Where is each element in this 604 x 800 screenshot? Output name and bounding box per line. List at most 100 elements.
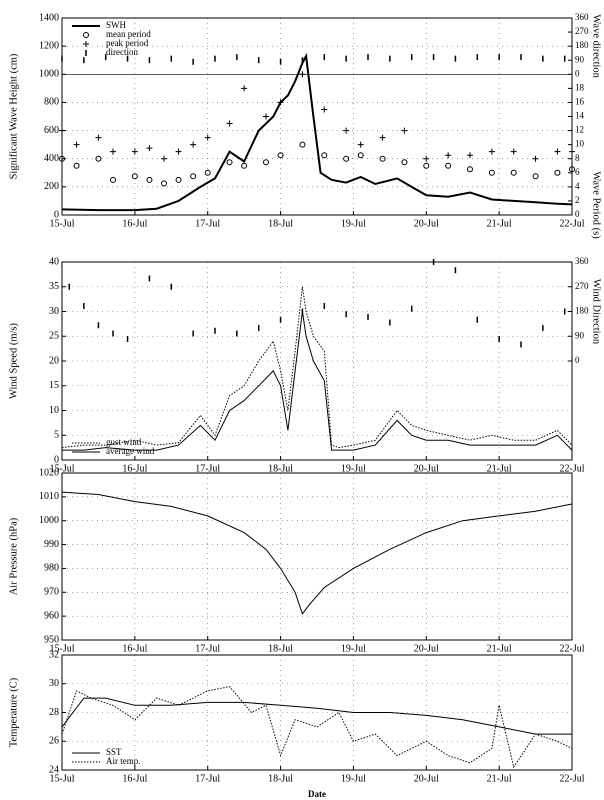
y-tick-label: 30 — [49, 306, 59, 317]
x-tick-label: 22-Jul — [560, 643, 585, 654]
period-point — [146, 176, 153, 183]
data-line — [61, 52, 573, 212]
peak-point — [445, 152, 452, 159]
x-tick-label: 17-Jul — [195, 773, 220, 784]
y-tick-label: 950 — [44, 634, 59, 645]
x-tick-label: 22-Jul — [560, 773, 585, 784]
plot-frame — [61, 472, 573, 641]
period-point — [423, 162, 430, 169]
y2-tick-label: 0 — [575, 209, 580, 219]
period-point — [379, 155, 386, 162]
y-tick-label: 0 — [54, 454, 59, 465]
x-tick-label: 17-Jul — [195, 643, 220, 654]
y-tick-label: 400 — [44, 153, 59, 164]
legend-label: direction — [106, 47, 138, 57]
x-tick-label: 19-Jul — [341, 218, 366, 229]
peak-point — [569, 148, 575, 155]
peak-point — [241, 85, 248, 92]
y2-tick-label: 14 — [575, 111, 585, 121]
y-tick-label: 24 — [49, 764, 59, 775]
peak-point — [161, 155, 167, 162]
x-tick-label: 21-Jul — [487, 218, 512, 229]
x-axis-label: Date — [308, 789, 326, 799]
period-point — [343, 155, 350, 162]
y2-tick-label: 10 — [575, 139, 585, 149]
peak-point — [299, 71, 306, 78]
x-tick-label: 19-Jul — [341, 773, 366, 784]
peak-point — [321, 106, 328, 113]
peak-point — [95, 134, 102, 141]
legend-label: SST — [106, 747, 122, 757]
x-tick-label: 18-Jul — [268, 643, 293, 654]
period-point — [263, 159, 269, 166]
y2-tick-label: 0 — [575, 355, 580, 365]
peak-point — [59, 127, 65, 134]
y2-tick-label: 270 — [575, 281, 589, 291]
x-tick-label: 18-Jul — [268, 773, 293, 784]
data-line — [62, 311, 573, 451]
x-tick-label: 15-Jul — [50, 218, 75, 229]
period-point — [95, 155, 102, 162]
legend-label: Air temp. — [106, 756, 141, 766]
y-axis-label: Temperature (C) — [8, 677, 19, 747]
x-tick-label: 21-Jul — [487, 773, 512, 784]
y2-tick-label: 90 — [575, 330, 585, 340]
peak-point — [532, 155, 539, 162]
peak-point — [343, 127, 350, 134]
y-axis-label: Air Pressure (hPa) — [8, 517, 19, 595]
y-tick-label: 800 — [44, 97, 59, 108]
y-tick-label: 10 — [49, 405, 59, 416]
y2-tick-label: 18 — [575, 82, 585, 92]
y-tick-label: 960 — [44, 610, 59, 621]
period-point — [161, 180, 167, 187]
peak-point — [357, 141, 364, 148]
peak-point — [146, 145, 153, 152]
y-tick-label: 1000 — [39, 69, 59, 80]
y-tick-label: 30 — [49, 678, 59, 689]
peak-point — [110, 148, 116, 155]
legend-label: SWH — [106, 20, 127, 30]
legend-swatch — [83, 41, 89, 47]
peak-point — [190, 141, 197, 148]
x-tick-label: 19-Jul — [341, 463, 366, 474]
legend-label: average wind — [106, 446, 155, 456]
y-tick-label: 35 — [49, 281, 59, 292]
x-tick-label: 15-Jul — [50, 463, 75, 474]
period-point — [569, 166, 575, 173]
x-tick-label: 19-Jul — [341, 643, 366, 654]
y-tick-label: 970 — [44, 587, 59, 598]
peak-point — [379, 134, 386, 141]
y-tick-label: 1200 — [39, 40, 59, 51]
legend-label: mean period — [106, 29, 151, 39]
peak-point — [401, 127, 408, 134]
y-tick-label: 20 — [49, 355, 59, 366]
x-tick-label: 17-Jul — [195, 218, 220, 229]
y-tick-label: 1010 — [39, 491, 59, 502]
peak-point — [554, 148, 561, 155]
y-tick-label: 26 — [49, 736, 59, 747]
y-tick-label: 980 — [44, 563, 59, 574]
y-tick-label: 600 — [44, 125, 59, 136]
y3-tick-label: 90 — [575, 54, 585, 64]
y-tick-label: 1000 — [39, 515, 59, 526]
x-tick-label: 20-Jul — [414, 643, 439, 654]
peak-point — [467, 152, 473, 159]
x-tick-label: 16-Jul — [122, 463, 147, 474]
y-tick-label: 1400 — [39, 12, 59, 23]
y-tick-label: 32 — [49, 649, 59, 660]
y3-tick-label: 360 — [575, 12, 589, 22]
period-point — [110, 176, 116, 183]
peak-point — [73, 141, 80, 148]
period-point — [204, 169, 211, 176]
period-point — [277, 152, 284, 159]
period-point — [175, 176, 182, 183]
data-line — [61, 697, 572, 735]
y2-tick-label: 16 — [575, 96, 585, 106]
x-tick-label: 20-Jul — [414, 773, 439, 784]
data-line — [61, 286, 573, 449]
y3-axis-label: Wave direction — [591, 14, 602, 78]
x-tick-label: 16-Jul — [122, 643, 147, 654]
y-tick-label: 1020 — [39, 467, 59, 478]
x-tick-label: 18-Jul — [268, 463, 293, 474]
y-tick-label: 25 — [49, 331, 59, 342]
